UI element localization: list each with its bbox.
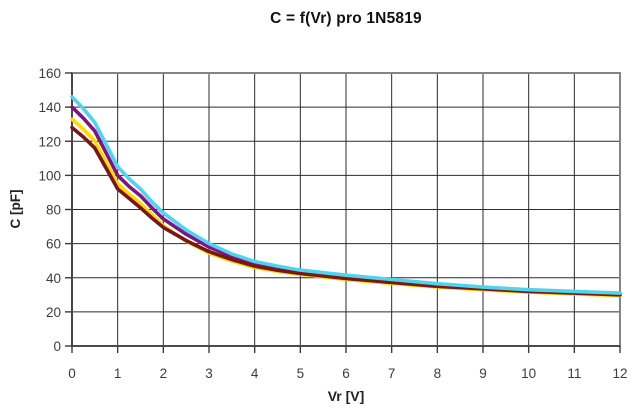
x-tick-label: 1 bbox=[114, 366, 122, 381]
x-tick-label: 2 bbox=[160, 366, 168, 381]
x-tick-label: 0 bbox=[68, 366, 76, 381]
x-tick-label: 12 bbox=[612, 366, 627, 381]
x-tick-label: 9 bbox=[479, 366, 487, 381]
y-tick-label: 60 bbox=[46, 237, 61, 252]
x-tick-label: 11 bbox=[567, 366, 581, 381]
chart-title: C = f(Vr) pro 1N5819 bbox=[270, 10, 422, 27]
x-tick-label: 4 bbox=[251, 366, 259, 381]
y-tick-label: 40 bbox=[46, 271, 61, 286]
x-tick-label: 10 bbox=[521, 366, 536, 381]
x-tick-label: 3 bbox=[205, 366, 213, 381]
x-axis-title: Vr [V] bbox=[327, 388, 365, 404]
y-tick-label: 20 bbox=[46, 305, 61, 320]
y-tick-label: 140 bbox=[38, 100, 61, 115]
y-tick-label: 160 bbox=[38, 66, 61, 81]
y-tick-label: 80 bbox=[46, 203, 61, 218]
y-tick-label: 100 bbox=[38, 168, 61, 183]
x-tick-label: 5 bbox=[297, 366, 305, 381]
series-line-cyan bbox=[70, 95, 622, 295]
y-tick-label: 0 bbox=[53, 339, 61, 354]
x-tick-label: 8 bbox=[434, 366, 442, 381]
x-tick-label: 6 bbox=[342, 366, 350, 381]
y-tick-label: 120 bbox=[38, 134, 61, 149]
x-tick-label: 7 bbox=[388, 366, 396, 381]
series-line-dark-red bbox=[70, 125, 622, 297]
